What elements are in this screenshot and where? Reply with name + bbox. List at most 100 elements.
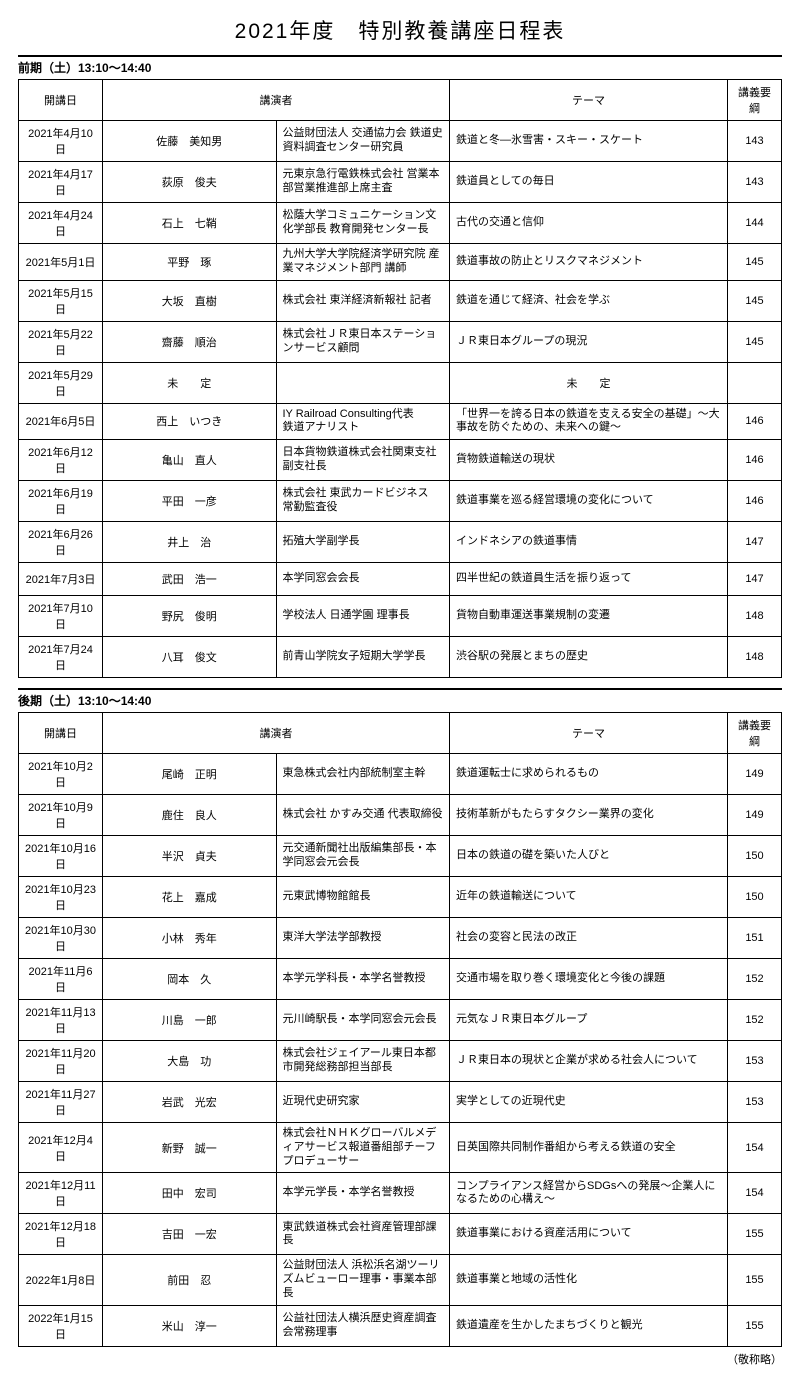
cell-theme: 日本の鉄道の礎を築いた人びと <box>450 836 728 877</box>
cell-outline: 155 <box>728 1305 782 1346</box>
table-row: 2021年11月13日川島 一郎元川崎駅長・本学同窓会元会長元気なＪＲ東日本グル… <box>19 1000 782 1041</box>
cell-lecturer-title: 本学元学長・本学名誉教授 <box>276 1173 450 1214</box>
table-row: 2021年12月18日吉田 一宏東武鉄道株式会社資産管理部課長鉄道事業における資… <box>19 1214 782 1255</box>
table-row: 2021年10月2日尾崎 正明東急株式会社内部統制室主幹鉄道運転士に求められるも… <box>19 754 782 795</box>
table-row: 2021年7月10日野尻 俊明学校法人 日通学園 理事長貨物自動車運送事業規制の… <box>19 596 782 637</box>
cell-lecturer-title: 公益社団法人横浜歴史資産調査会常務理事 <box>276 1305 450 1346</box>
cell-outline: 145 <box>728 321 782 362</box>
cell-outline: 149 <box>728 795 782 836</box>
cell-lecturer-name: 小林 秀年 <box>103 918 277 959</box>
cell-date: 2021年11月20日 <box>19 1041 103 1082</box>
cell-lecturer-title: 日本貨物鉄道株式会社関東支社副支社長 <box>276 440 450 481</box>
cell-lecturer-title: 元東京急行電鉄株式会社 営業本部営業推進部上席主査 <box>276 162 450 203</box>
cell-lecturer-name: 大坂 直樹 <box>103 280 277 321</box>
cell-theme: 「世界一を誇る日本の鉄道を支える安全の基礎」〜大事故を防ぐための、未来への鍵〜 <box>450 403 728 440</box>
table-row: 2021年10月16日半沢 貞夫元交通新聞社出版編集部長・本学同窓会元会長日本の… <box>19 836 782 877</box>
cell-outline: 149 <box>728 754 782 795</box>
cell-outline: 146 <box>728 481 782 522</box>
cell-lecturer-name: 半沢 貞夫 <box>103 836 277 877</box>
cell-lecturer-name: 花上 嘉成 <box>103 877 277 918</box>
table-row: 2021年6月12日亀山 直人日本貨物鉄道株式会社関東支社副支社長貨物鉄道輸送の… <box>19 440 782 481</box>
table-row: 2021年7月24日八耳 俊文前青山学院女子短期大学学長渋谷駅の発展とまちの歴史… <box>19 637 782 678</box>
table-row: 2022年1月15日米山 淳一公益社団法人横浜歴史資産調査会常務理事鉄道遺産を生… <box>19 1305 782 1346</box>
table-row: 2021年5月15日大坂 直樹株式会社 東洋経済新報社 記者鉄道を通じて経済、社… <box>19 280 782 321</box>
cell-outline: 152 <box>728 1000 782 1041</box>
table-row: 2021年5月1日平野 琢九州大学大学院経済学研究院 産業マネジメント部門 講師… <box>19 244 782 281</box>
cell-lecturer-title: 前青山学院女子短期大学学長 <box>276 637 450 678</box>
cell-lecturer-title: 東武鉄道株式会社資産管理部課長 <box>276 1214 450 1255</box>
table-row: 2021年6月19日平田 一彦株式会社 東武カードビジネス常勤監査役鉄道事業を巡… <box>19 481 782 522</box>
table-row: 2021年5月29日未 定未 定 <box>19 362 782 403</box>
cell-lecturer-title <box>276 362 450 403</box>
cell-theme: 貨物鉄道輸送の現状 <box>450 440 728 481</box>
table-row: 2021年11月20日大島 功株式会社ジェイアール東日本都市開発総務部担当部長Ｊ… <box>19 1041 782 1082</box>
schedule-table: 開講日講演者テーマ講義要綱2021年10月2日尾崎 正明東急株式会社内部統制室主… <box>18 712 782 1347</box>
table-row: 2021年6月5日西上 いつきIY Railroad Consulting代表鉄… <box>19 403 782 440</box>
cell-lecturer-name: 八耳 俊文 <box>103 637 277 678</box>
cell-outline: 147 <box>728 522 782 563</box>
col-header-outline: 講義要綱 <box>728 80 782 121</box>
cell-outline: 150 <box>728 836 782 877</box>
cell-date: 2021年4月10日 <box>19 121 103 162</box>
cell-date: 2021年7月24日 <box>19 637 103 678</box>
cell-outline: 150 <box>728 877 782 918</box>
cell-date: 2022年1月15日 <box>19 1305 103 1346</box>
cell-lecturer-title: 本学同窓会会長 <box>276 563 450 596</box>
cell-lecturer-name: 齋藤 順治 <box>103 321 277 362</box>
term-header-second: 後期（土）13:10〜14:40 <box>18 688 782 709</box>
cell-lecturer-name: 未 定 <box>103 362 277 403</box>
cell-theme: 実学としての近現代史 <box>450 1082 728 1123</box>
cell-date: 2021年7月10日 <box>19 596 103 637</box>
table-row: 2021年4月17日荻原 俊夫元東京急行電鉄株式会社 営業本部営業推進部上席主査… <box>19 162 782 203</box>
cell-outline: 146 <box>728 440 782 481</box>
table-row: 2021年4月24日石上 七鞘松蔭大学コミュニケーション文化学部長 教育開発セン… <box>19 203 782 244</box>
cell-date: 2021年12月11日 <box>19 1173 103 1214</box>
cell-date: 2021年10月2日 <box>19 754 103 795</box>
cell-theme: 技術革新がもたらすタクシー業界の変化 <box>450 795 728 836</box>
table-row: 2021年5月22日齋藤 順治株式会社ＪＲ東日本ステーションサービス顧問ＪＲ東日… <box>19 321 782 362</box>
col-header-lecturer: 講演者 <box>103 713 450 754</box>
cell-date: 2021年10月9日 <box>19 795 103 836</box>
cell-outline: 153 <box>728 1041 782 1082</box>
cell-outline <box>728 362 782 403</box>
cell-lecturer-name: 亀山 直人 <box>103 440 277 481</box>
cell-lecturer-title: 公益財団法人 交通協力会 鉄道史資料調査センター研究員 <box>276 121 450 162</box>
cell-date: 2021年6月12日 <box>19 440 103 481</box>
table-row: 2021年11月6日岡本 久本学元学科長・本学名誉教授交通市場を取り巻く環境変化… <box>19 959 782 1000</box>
cell-date: 2021年6月5日 <box>19 403 103 440</box>
cell-date: 2021年11月13日 <box>19 1000 103 1041</box>
cell-lecturer-name: 石上 七鞘 <box>103 203 277 244</box>
page-title: 2021年度 特別教養講座日程表 <box>18 15 782 45</box>
cell-theme: 四半世紀の鉄道員生活を振り返って <box>450 563 728 596</box>
cell-lecturer-name: 川島 一郎 <box>103 1000 277 1041</box>
cell-theme: 日英国際共同制作番組から考える鉄道の安全 <box>450 1123 728 1173</box>
cell-theme: 鉄道事業と地域の活性化 <box>450 1255 728 1305</box>
cell-theme: 元気なＪＲ東日本グループ <box>450 1000 728 1041</box>
cell-lecturer-name: 田中 宏司 <box>103 1173 277 1214</box>
cell-date: 2021年5月1日 <box>19 244 103 281</box>
cell-lecturer-title: 松蔭大学コミュニケーション文化学部長 教育開発センター長 <box>276 203 450 244</box>
table-row: 2022年1月8日前田 忍公益財団法人 浜松浜名湖ツーリズムビューロー理事・事業… <box>19 1255 782 1305</box>
term-header-first: 前期（土）13:10〜14:40 <box>18 55 782 76</box>
table-row: 2021年11月27日岩武 光宏近現代史研究家実学としての近現代史153 <box>19 1082 782 1123</box>
cell-lecturer-name: 平田 一彦 <box>103 481 277 522</box>
cell-theme: 鉄道事故の防止とリスクマネジメント <box>450 244 728 281</box>
cell-lecturer-name: 岩武 光宏 <box>103 1082 277 1123</box>
cell-date: 2021年6月26日 <box>19 522 103 563</box>
cell-outline: 152 <box>728 959 782 1000</box>
cell-theme: 古代の交通と信仰 <box>450 203 728 244</box>
table-row: 2021年6月26日井上 治拓殖大学副学長インドネシアの鉄道事情147 <box>19 522 782 563</box>
cell-theme: 鉄道を通じて経済、社会を学ぶ <box>450 280 728 321</box>
col-header-date: 開講日 <box>19 713 103 754</box>
cell-outline: 148 <box>728 596 782 637</box>
cell-date: 2021年12月4日 <box>19 1123 103 1173</box>
cell-lecturer-title: 株式会社 東洋経済新報社 記者 <box>276 280 450 321</box>
cell-outline: 155 <box>728 1214 782 1255</box>
table-row: 2021年7月3日武田 浩一本学同窓会会長四半世紀の鉄道員生活を振り返って147 <box>19 563 782 596</box>
cell-lecturer-name: 荻原 俊夫 <box>103 162 277 203</box>
cell-lecturer-title: 拓殖大学副学長 <box>276 522 450 563</box>
cell-date: 2021年7月3日 <box>19 563 103 596</box>
cell-lecturer-title: 公益財団法人 浜松浜名湖ツーリズムビューロー理事・事業本部長 <box>276 1255 450 1305</box>
cell-lecturer-name: 新野 誠一 <box>103 1123 277 1173</box>
cell-theme: ＪＲ東日本の現状と企業が求める社会人について <box>450 1041 728 1082</box>
